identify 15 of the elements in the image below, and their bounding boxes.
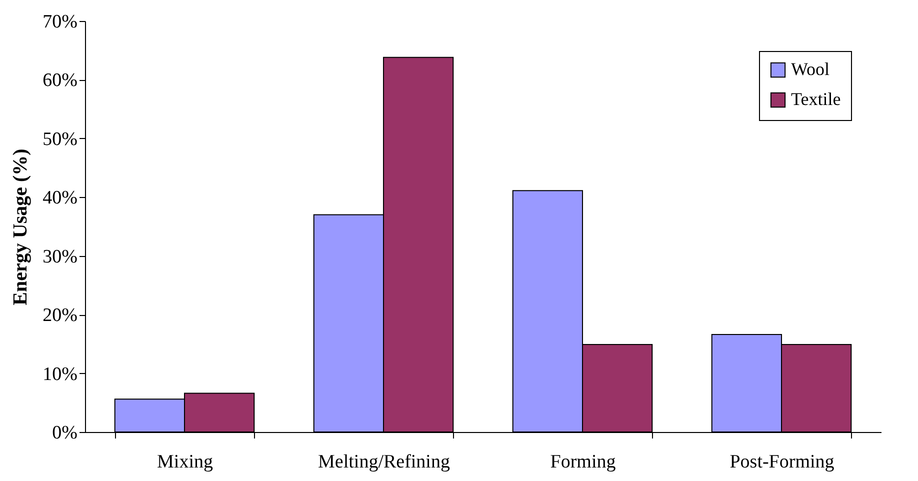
y-tick-label: 50% — [42, 128, 78, 150]
x-tick-label: Mixing — [157, 452, 214, 472]
legend-label: Wool — [791, 59, 830, 79]
x-tick-label: Forming — [550, 452, 616, 472]
y-tick-label: 40% — [42, 188, 78, 209]
x-tick-label: Post-Forming — [730, 452, 835, 472]
y-tick-label: 0% — [52, 422, 78, 444]
y-tick-label: 10% — [42, 364, 78, 385]
y-tick-label: 20% — [42, 305, 78, 326]
y-tick-label: 30% — [42, 246, 78, 268]
legend-label: Textile — [791, 89, 841, 109]
y-tick-label: 70% — [42, 12, 78, 32]
y-tick-label: 60% — [42, 70, 78, 92]
y-axis-title: Energy Usage (%) — [10, 148, 32, 306]
x-tick-label: Melting/Refining — [318, 452, 450, 472]
